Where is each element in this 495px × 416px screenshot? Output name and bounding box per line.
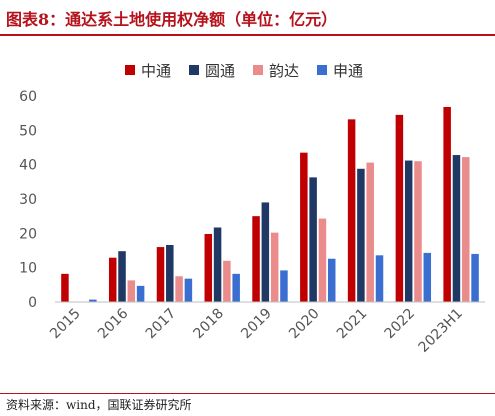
bar	[127, 280, 136, 302]
y-tick-label: 40	[19, 158, 37, 174]
bar	[423, 252, 432, 302]
source-note: 资料来源：wind，国联证券研究所	[6, 398, 192, 412]
bar	[318, 218, 327, 302]
footer-divider	[0, 393, 495, 394]
x-tick-label: 2019	[238, 306, 275, 343]
legend: 中通 圆通 韵达 申通	[125, 62, 363, 80]
chart-title: 图表8：通达系土地使用权净额（单位：亿元）	[6, 10, 338, 29]
y-tick-label: 60	[19, 89, 37, 105]
title-divider	[0, 34, 495, 36]
legend-label: 中通	[141, 62, 171, 80]
bar	[175, 276, 183, 302]
bar	[156, 247, 165, 302]
x-tick-label: 2018	[191, 306, 228, 343]
legend-label: 申通	[333, 62, 363, 80]
x-tick-label: 2016	[95, 305, 132, 342]
bar	[452, 155, 461, 302]
y-tick-label: 20	[19, 226, 37, 242]
x-tick-label: 2021	[334, 306, 371, 343]
bar	[404, 160, 413, 302]
x-tick-label: 2017	[143, 306, 180, 343]
bar	[61, 273, 69, 302]
bar	[300, 152, 308, 302]
legend-label: 圆通	[205, 62, 235, 80]
bar	[462, 157, 470, 302]
bar	[184, 278, 193, 302]
bar	[270, 232, 279, 302]
bar	[309, 177, 317, 302]
bar	[471, 253, 479, 302]
bar	[357, 168, 365, 302]
legend-swatch	[125, 65, 135, 75]
legend-swatch	[317, 65, 327, 75]
bar	[347, 119, 356, 302]
x-tick-label: 2022	[382, 306, 419, 343]
x-tick-label: 2015	[47, 306, 84, 343]
y-tick-label: 30	[19, 192, 37, 208]
bar	[252, 216, 260, 302]
bar	[443, 106, 451, 302]
bar	[280, 270, 288, 302]
bars	[61, 106, 479, 302]
bar	[366, 162, 374, 302]
legend-swatch	[189, 65, 199, 75]
x-tick-label: 2023H1	[416, 306, 466, 356]
bar	[118, 251, 126, 302]
x-tick-label: 2020	[286, 306, 323, 343]
y-tick-label: 0	[28, 295, 37, 311]
bar	[204, 234, 213, 302]
y-tick-label: 10	[19, 261, 37, 277]
bar	[395, 114, 404, 302]
bar	[414, 161, 422, 302]
bar	[232, 273, 240, 302]
y-tick-label: 50	[19, 123, 37, 139]
legend-label: 韵达	[269, 62, 299, 80]
bar	[166, 245, 174, 302]
bar	[213, 227, 222, 302]
bar	[136, 285, 145, 302]
legend-swatch	[253, 65, 263, 75]
bar	[108, 257, 117, 302]
bar	[223, 260, 231, 302]
bar	[261, 202, 270, 302]
y-axis: 0 10 20 30 40 50 60	[19, 89, 37, 311]
bar	[327, 258, 336, 302]
bar	[89, 299, 97, 302]
bar	[375, 255, 384, 302]
